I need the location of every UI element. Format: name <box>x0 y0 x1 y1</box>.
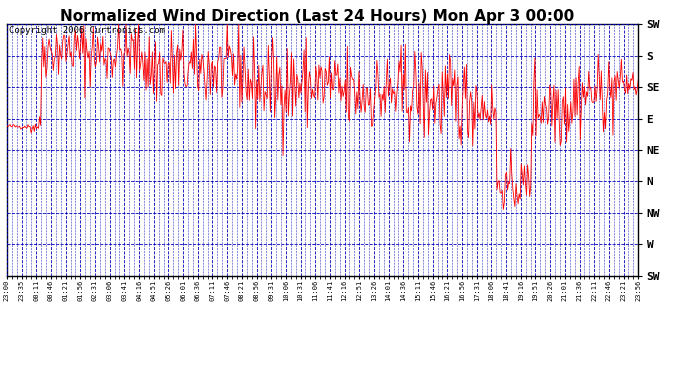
Text: Normalized Wind Direction (Last 24 Hours) Mon Apr 3 00:00: Normalized Wind Direction (Last 24 Hours… <box>60 9 575 24</box>
Text: Copyright 2006 Curtronics.com: Copyright 2006 Curtronics.com <box>9 26 165 34</box>
